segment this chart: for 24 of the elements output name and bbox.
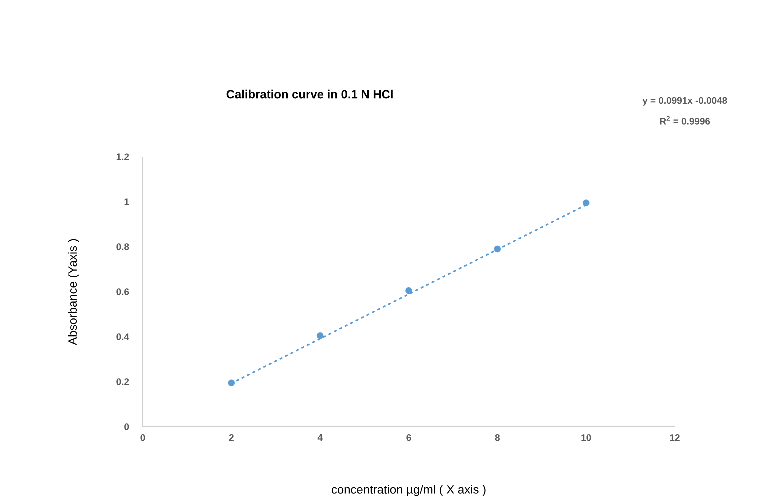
x-tick-label: 8	[495, 434, 500, 442]
y-tick-label: 1	[124, 198, 130, 206]
point	[228, 380, 236, 387]
x-tick-label: 2	[229, 434, 234, 442]
x-tick-label: 12	[670, 434, 680, 442]
x-tick-label: 6	[406, 434, 412, 442]
x-tick-label: 10	[582, 434, 592, 442]
text: R$^{2}$ = 0.9996	[660, 116, 710, 125]
y-tick-label: 1.2	[116, 154, 130, 160]
x-axis-title: concentration µg/ml ( X axis )	[332, 485, 486, 496]
chart-title: Calibration curve in 0.1 N HCl	[226, 90, 393, 99]
y-tick-label: 0	[124, 424, 130, 430]
y-tick-label: 0.4	[116, 334, 130, 340]
point	[316, 332, 324, 340]
y-tick-label: 0.6	[116, 288, 130, 296]
x-tick-label: 4	[318, 434, 323, 442]
point	[494, 246, 502, 253]
y-tick-label: 0.8	[116, 244, 130, 250]
y-tick-label: 0.2	[116, 378, 130, 386]
point	[582, 200, 590, 207]
y-axis-title: Absorbance (Yaxis )	[68, 239, 80, 346]
x-tick-label: 0	[140, 434, 146, 442]
point	[406, 287, 412, 294]
text: y = 0.0991x -0.0048	[642, 97, 728, 106]
